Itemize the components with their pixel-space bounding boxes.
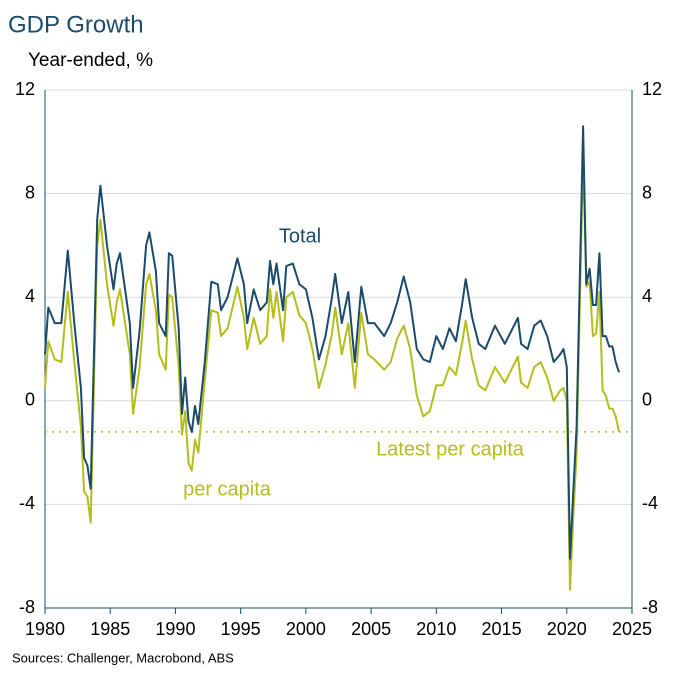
x-tick-label: 1985: [90, 619, 130, 639]
x-tick-label: 1995: [221, 619, 261, 639]
y-tick-label: 0: [25, 390, 35, 410]
x-tick-label: 1990: [155, 619, 195, 639]
y-tick-label: -4: [19, 493, 35, 513]
x-tick-label: 2020: [547, 619, 587, 639]
source-note: Sources: Challenger, Macrobond, ABS: [12, 650, 234, 665]
y2-tick-label: -8: [642, 597, 658, 617]
x-tick-label: 2005: [351, 619, 391, 639]
y-tick-label: 4: [25, 286, 35, 306]
x-tick-label: 2015: [482, 619, 522, 639]
x-tick-label: 2025: [612, 619, 652, 639]
series-line: [44, 125, 620, 560]
x-tick-label: 2010: [416, 619, 456, 639]
annotation: Total: [279, 225, 321, 247]
y2-tick-label: 0: [642, 390, 652, 410]
annotation: Latest per capita: [376, 438, 525, 460]
annotation: per capita: [183, 478, 272, 500]
y-tick-label: 8: [25, 182, 35, 202]
y-tick-label: -8: [19, 597, 35, 617]
y-tick-label: 12: [15, 79, 35, 99]
x-tick-label: 1980: [25, 619, 65, 639]
x-tick-label: 2000: [286, 619, 326, 639]
chart-subtitle: Year-ended, %: [28, 50, 153, 71]
y2-tick-label: 12: [642, 79, 662, 99]
y2-tick-label: -4: [642, 493, 658, 513]
y2-tick-label: 8: [642, 182, 652, 202]
series-line: [44, 153, 620, 591]
chart-title: GDP Growth: [8, 11, 144, 38]
y2-tick-label: 4: [642, 286, 652, 306]
